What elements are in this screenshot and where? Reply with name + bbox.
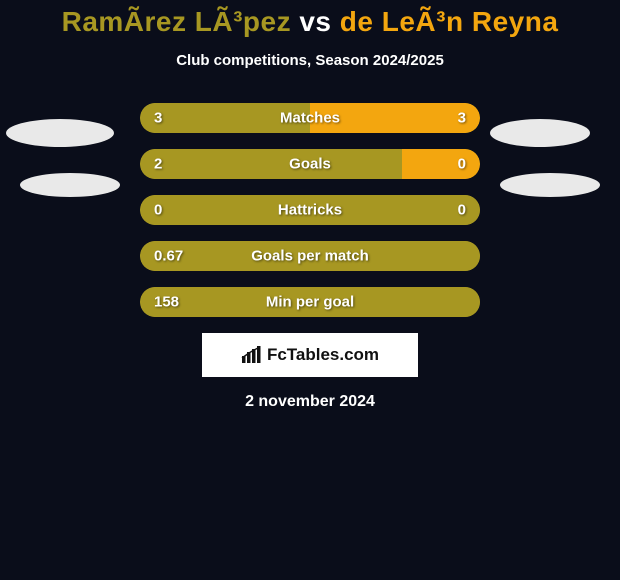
- bar-value-left: 3: [154, 110, 162, 127]
- stat-bar-row: Goals 2 0: [140, 149, 480, 179]
- subtitle: Club competitions, Season 2024/2025: [0, 52, 620, 69]
- title-right: de LeÃ³n Reyna: [340, 6, 559, 37]
- bar-left-fill: [140, 149, 402, 179]
- stat-bar-row: Matches 3 3: [140, 103, 480, 133]
- stat-bar-row: Min per goal 158: [140, 287, 480, 317]
- bar-label: Goals: [289, 156, 331, 173]
- bar-value-left: 0: [154, 202, 162, 219]
- chart-stage: Matches 3 3 Goals 2 0 Hattricks 0 0 Goals per mat…: [0, 103, 620, 317]
- player-badge-ellipse: [500, 173, 600, 197]
- player-badge-ellipse: [490, 119, 590, 147]
- bar-value-left: 158: [154, 294, 179, 311]
- bar-value-right: 0: [458, 202, 466, 219]
- bar-label: Hattricks: [278, 202, 342, 219]
- brand-text: FcTables.com: [267, 345, 379, 365]
- bar-right-fill: [402, 149, 480, 179]
- player-badge-ellipse: [6, 119, 114, 147]
- bar-chart-icon: [241, 346, 263, 364]
- title-left: RamÃ­rez LÃ³pez: [62, 6, 291, 37]
- date-label: 2 november 2024: [0, 393, 620, 411]
- bar-label: Goals per match: [251, 248, 369, 265]
- brand-box: FcTables.com: [202, 333, 418, 377]
- bars-container: Matches 3 3 Goals 2 0 Hattricks 0 0 Goals per mat…: [140, 103, 480, 317]
- bar-value-right: 3: [458, 110, 466, 127]
- stat-bar-row: Goals per match 0.67: [140, 241, 480, 271]
- bar-value-left: 2: [154, 156, 162, 173]
- stat-bar-row: Hattricks 0 0: [140, 195, 480, 225]
- bar-value-right: 0: [458, 156, 466, 173]
- player-badge-ellipse: [20, 173, 120, 197]
- bar-label: Matches: [280, 110, 340, 127]
- page-title: RamÃ­rez LÃ³pez vs de LeÃ³n Reyna: [0, 0, 620, 38]
- title-vs: vs: [299, 6, 331, 37]
- bar-label: Min per goal: [266, 294, 354, 311]
- bar-value-left: 0.67: [154, 248, 183, 265]
